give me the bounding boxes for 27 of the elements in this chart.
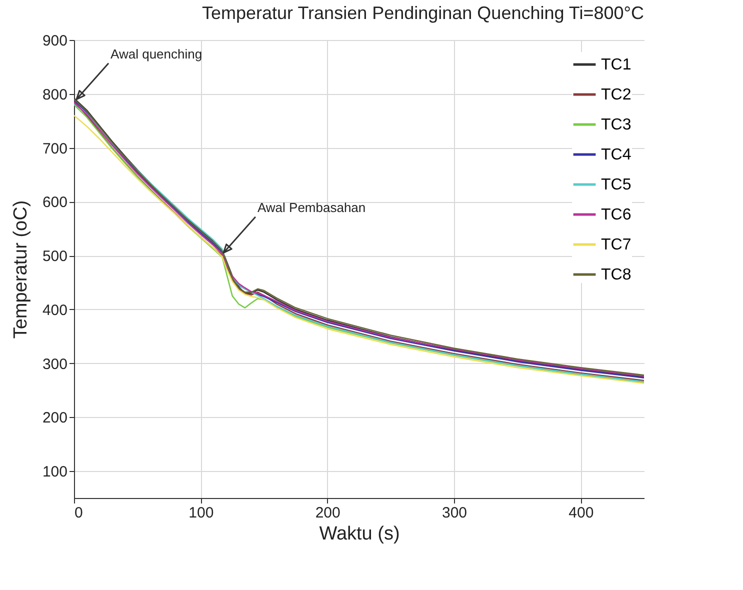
y-tick-label: 100: [42, 464, 68, 481]
legend-label: TC6: [601, 206, 632, 224]
legend-label: TC2: [601, 86, 632, 104]
legend-label: TC4: [601, 146, 632, 164]
annotation: Awal quenching: [110, 46, 202, 62]
y-tick-label: 600: [42, 194, 68, 212]
y-tick-label: 500: [42, 248, 68, 266]
y-tick-label: 900: [42, 32, 68, 50]
y-tick-label: 200: [42, 410, 68, 427]
legend-label: TC8: [601, 266, 632, 284]
x-axis-title: Waktu (s): [319, 524, 400, 544]
legend-label: TC7: [601, 236, 632, 254]
chart-title: Temperatur Transien Pendinginan Quenching Ti=800°C: [202, 3, 644, 23]
x-tick-label: 0: [74, 504, 83, 522]
legend-label: TC5: [601, 176, 632, 194]
y-tick-label: 700: [42, 140, 68, 158]
y-axis-title: Temperatur (oC): [10, 200, 32, 339]
legend-label: TC1: [601, 56, 632, 74]
legend-label: TC3: [601, 116, 632, 134]
annotation: Awal Pembasahan: [257, 200, 366, 215]
x-tick-label: 100: [188, 504, 214, 522]
x-tick-label: 400: [568, 504, 594, 522]
y-tick-label: 400: [42, 302, 68, 319]
y-tick-label: 300: [42, 356, 68, 373]
x-tick-label: 200: [315, 504, 340, 522]
y-tick-label: 800: [42, 86, 68, 104]
x-tick-label: 300: [442, 504, 468, 522]
